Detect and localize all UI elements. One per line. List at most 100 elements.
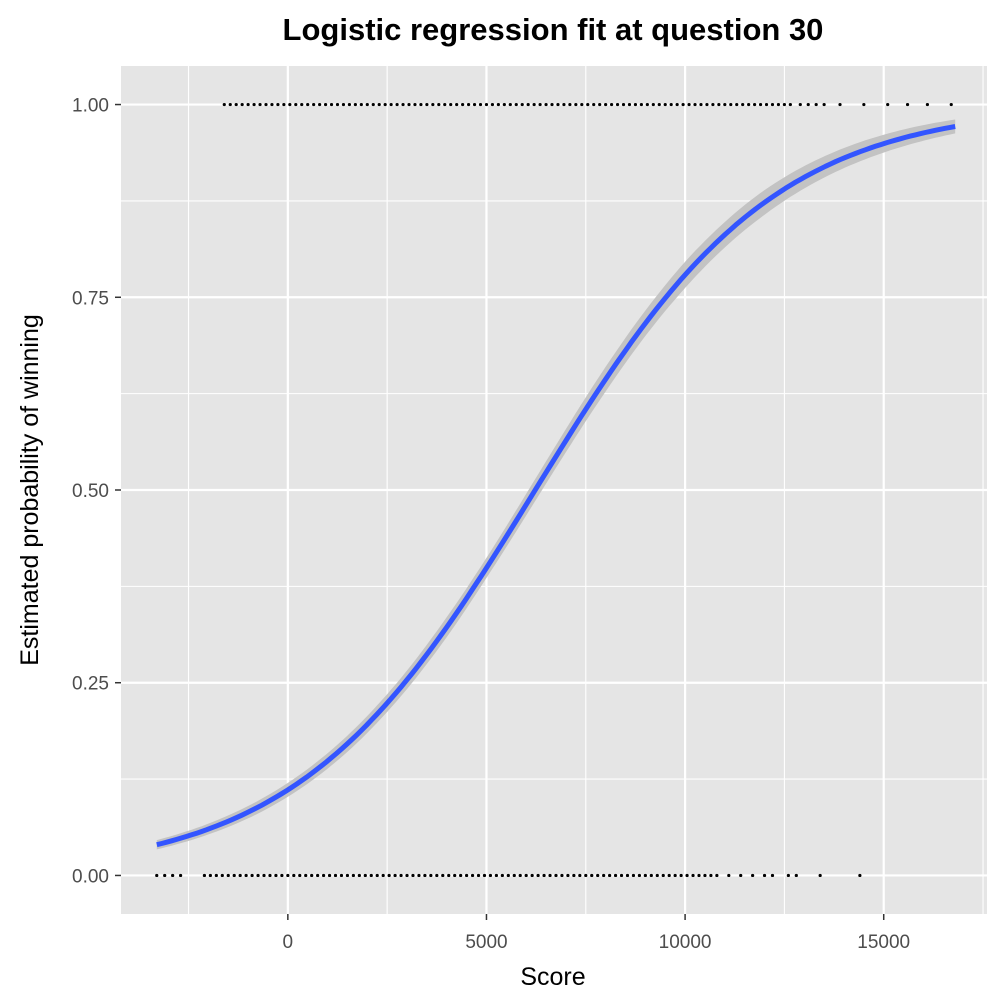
point-win	[798, 102, 802, 107]
point-win	[615, 102, 620, 107]
point-loss	[637, 873, 642, 878]
point-win	[580, 102, 584, 107]
point-loss	[321, 873, 326, 878]
point-loss	[697, 873, 701, 878]
x-axis-title: Score	[520, 963, 585, 991]
point-loss	[345, 873, 350, 878]
point-loss	[673, 873, 677, 878]
point-win	[782, 102, 787, 107]
point-win	[657, 102, 661, 107]
point-win	[651, 102, 655, 107]
point-win	[639, 102, 643, 107]
point-win	[449, 102, 453, 107]
point-loss	[482, 873, 487, 878]
point-win	[711, 102, 715, 107]
point-win	[484, 102, 489, 107]
x-axis: 0 5000 10000 15000	[283, 914, 910, 953]
point-win	[234, 102, 238, 107]
point-win	[538, 102, 542, 107]
point-win	[353, 102, 357, 107]
point-win	[645, 102, 649, 107]
point-loss	[613, 873, 618, 878]
point-win	[365, 102, 369, 107]
point-loss	[751, 873, 755, 878]
point-win	[705, 102, 709, 107]
point-loss	[351, 873, 355, 878]
point-win	[383, 102, 387, 107]
point-loss	[381, 873, 385, 878]
point-win	[699, 102, 703, 107]
point-loss	[441, 873, 445, 878]
point-win	[544, 102, 548, 107]
point-loss	[739, 873, 743, 878]
point-loss	[542, 873, 546, 878]
fit-line-layer	[156, 124, 956, 848]
point-loss	[560, 873, 564, 878]
point-loss	[298, 873, 302, 878]
point-loss	[268, 873, 272, 878]
point-loss	[488, 873, 493, 878]
point-loss	[679, 873, 683, 878]
point-win	[526, 102, 530, 107]
point-win	[222, 102, 226, 107]
point-loss	[208, 873, 212, 878]
point-loss	[327, 873, 332, 878]
y-axis-title: Estimated probability of winning	[16, 314, 44, 666]
point-win	[610, 102, 614, 107]
point-loss	[476, 873, 481, 878]
point-win	[574, 102, 578, 107]
point-loss	[178, 873, 183, 878]
x-tick-label: 10000	[659, 932, 712, 953]
point-loss	[369, 873, 373, 878]
point-win	[341, 102, 346, 107]
point-win	[288, 102, 292, 107]
y-tick-label: 0.00	[72, 866, 109, 887]
point-win	[586, 102, 590, 107]
point-loss	[280, 873, 284, 878]
point-win	[735, 102, 739, 107]
point-loss	[727, 873, 731, 878]
point-win	[437, 102, 441, 107]
point-win	[753, 102, 757, 107]
point-loss	[304, 873, 308, 878]
point-loss	[530, 873, 534, 878]
point-loss	[339, 873, 344, 878]
point-win	[604, 102, 608, 107]
point-win	[252, 102, 256, 107]
point-win	[431, 102, 435, 107]
point-loss	[256, 873, 260, 878]
point-win	[764, 102, 769, 107]
point-loss	[584, 873, 588, 878]
point-win	[490, 102, 495, 107]
point-loss	[566, 873, 570, 878]
point-loss	[625, 873, 630, 878]
point-loss	[661, 873, 665, 878]
point-loss	[286, 873, 290, 878]
point-loss	[818, 873, 822, 878]
point-win	[532, 102, 536, 107]
y-tick-label: 0.25	[72, 674, 109, 695]
point-loss	[357, 873, 361, 878]
point-loss	[572, 873, 576, 878]
point-loss	[244, 873, 248, 878]
point-win	[556, 102, 560, 107]
x-tick-label: 0	[283, 932, 294, 953]
points-layer	[155, 102, 953, 878]
point-win	[562, 102, 566, 107]
point-win	[814, 102, 818, 107]
point-loss	[667, 873, 671, 878]
point-loss	[578, 873, 582, 878]
point-loss	[202, 873, 207, 878]
point-loss	[770, 873, 775, 878]
point-win	[347, 102, 352, 107]
point-win	[687, 102, 691, 107]
point-win	[413, 102, 417, 107]
point-loss	[465, 873, 469, 878]
point-win	[294, 102, 298, 107]
point-win	[389, 102, 393, 107]
point-win	[925, 102, 930, 107]
point-loss	[405, 873, 409, 878]
point-win	[407, 102, 411, 107]
point-loss	[363, 873, 367, 878]
point-win	[822, 102, 826, 107]
